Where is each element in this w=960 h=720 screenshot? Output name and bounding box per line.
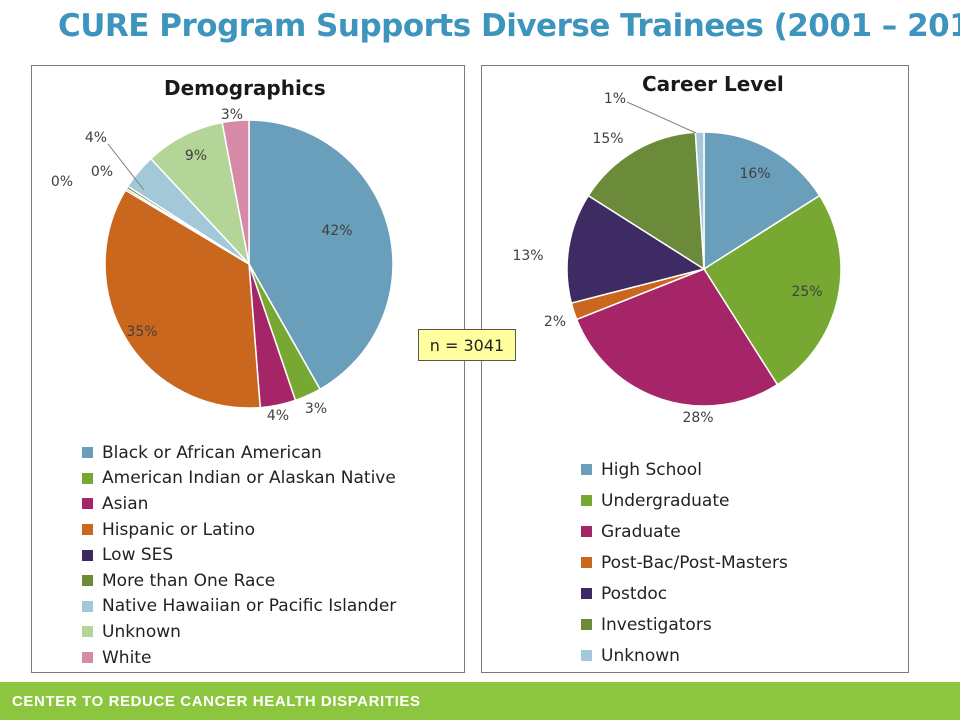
legend-label: High School bbox=[601, 459, 702, 480]
legend-item-low-ses: Low SES bbox=[82, 542, 396, 568]
legend-item-more-than-one-race: More than One Race bbox=[82, 568, 396, 594]
legend-item-graduate: Graduate bbox=[581, 516, 788, 547]
legend-swatch bbox=[82, 498, 93, 510]
pie-slice-graduate bbox=[575, 268, 779, 407]
chart-title-demographics: Demographics bbox=[164, 76, 326, 100]
legend-item-white: White bbox=[82, 645, 396, 671]
pie-slice-hispanic-or-latino bbox=[104, 189, 262, 409]
data-label-graduate: 28% bbox=[682, 410, 713, 426]
legend-item-post-bac-post-masters: Post-Bac/Post-Masters bbox=[581, 547, 788, 578]
data-label-low-ses: 0% bbox=[51, 174, 73, 190]
legend-swatch bbox=[581, 464, 592, 475]
legend-item-unknown: Unknown bbox=[82, 619, 396, 645]
legend-swatch bbox=[581, 619, 592, 630]
legend-swatch bbox=[581, 588, 592, 599]
data-label-post-bac-post-masters: 2% bbox=[544, 314, 566, 330]
legend-item-hispanic-or-latino: Hispanic or Latino bbox=[82, 517, 396, 543]
leader-line bbox=[107, 143, 145, 191]
data-label-asian: 4% bbox=[267, 408, 289, 424]
legend-label: Low SES bbox=[102, 545, 174, 566]
legend-item-undergraduate: Undergraduate bbox=[581, 485, 788, 516]
legend-item-investigators: Investigators bbox=[581, 609, 788, 640]
data-label-unknown: 1% bbox=[604, 91, 626, 107]
data-label-postdoc: 13% bbox=[512, 248, 543, 264]
data-label-investigators: 15% bbox=[592, 131, 623, 147]
legend-label: Asian bbox=[102, 493, 149, 514]
pie-slice-unknown bbox=[149, 121, 251, 267]
pie-slice-black-or-african-american bbox=[248, 119, 394, 391]
legend-item-black-or-african-american: Black or African American bbox=[82, 440, 396, 466]
legend-swatch bbox=[581, 557, 592, 568]
data-label-american-indian-or-alaskan-native: 3% bbox=[305, 401, 327, 417]
legend-item-postdoc: Postdoc bbox=[581, 578, 788, 609]
career-level-legend: High School Undergraduate Graduate Post-Bac… bbox=[581, 454, 788, 671]
chart-title-career-level: Career Level bbox=[642, 72, 784, 96]
data-label-hispanic-or-latino: 35% bbox=[126, 324, 157, 340]
legend-swatch bbox=[82, 575, 93, 587]
legend-label: White bbox=[102, 647, 152, 668]
legend-swatch bbox=[82, 600, 93, 612]
data-label-black-or-african-american: 42% bbox=[321, 223, 352, 239]
pie-slice-white bbox=[221, 119, 250, 265]
data-label-more-than-one-race: 0% bbox=[91, 164, 113, 180]
data-label-undergraduate: 25% bbox=[791, 284, 822, 300]
legend-swatch bbox=[82, 549, 93, 561]
legend-swatch bbox=[82, 524, 93, 536]
legend-swatch bbox=[581, 526, 592, 537]
legend-label: Native Hawaiian or Pacific Islander bbox=[102, 596, 397, 617]
legend-label: Post-Bac/Post-Masters bbox=[601, 552, 788, 573]
legend-swatch bbox=[82, 652, 93, 664]
legend-item-asian: Asian bbox=[82, 491, 396, 517]
legend-label: Unknown bbox=[601, 645, 680, 666]
legend-label: Hispanic or Latino bbox=[102, 519, 256, 540]
pie-slice-high-school bbox=[703, 131, 821, 271]
career-level-chart-panel: Career Level 16% 25% 28% 2% 13% 15% 1% High Sc… bbox=[481, 65, 909, 673]
sample-size-note: n = 3041 bbox=[418, 329, 516, 361]
legend-swatch bbox=[82, 626, 93, 638]
legend-label: Investigators bbox=[601, 614, 712, 635]
legend-item-unknown: Unknown bbox=[581, 640, 788, 671]
legend-label: Unknown bbox=[102, 621, 181, 642]
footer-label: CENTER TO REDUCE CANCER HEALTH DISPARITI… bbox=[12, 693, 421, 710]
career-level-pie: 16% 25% 28% 2% 13% 15% 1% bbox=[512, 91, 842, 426]
legend-item-native-hawaiian-or-pacific-islander: Native Hawaiian or Pacific Islander bbox=[82, 594, 396, 620]
legend-swatch bbox=[581, 495, 592, 506]
legend-swatch bbox=[82, 447, 93, 459]
demographics-pie: 42% 3% 4% 35% 0% 0% 4% 9% 3% bbox=[51, 107, 394, 424]
legend-label: More than One Race bbox=[102, 570, 276, 591]
demographics-legend: Black or African American American Indian… bbox=[82, 440, 396, 670]
pie-slice-investigators bbox=[587, 131, 705, 271]
slide-title: CURE Program Supports Diverse Trainees (… bbox=[58, 8, 960, 44]
leader-line bbox=[626, 101, 697, 134]
legend-label: Postdoc bbox=[601, 583, 668, 604]
legend-item-high-school: High School bbox=[581, 454, 788, 485]
data-label-unknown: 9% bbox=[185, 148, 207, 164]
data-label-high-school: 16% bbox=[739, 166, 770, 182]
legend-label: Graduate bbox=[601, 521, 681, 542]
data-label-white: 3% bbox=[221, 107, 243, 123]
pie-slice-postdoc bbox=[566, 194, 706, 304]
legend-label: Black or African American bbox=[102, 442, 322, 463]
legend-swatch bbox=[581, 650, 592, 661]
pie-slice-undergraduate bbox=[702, 194, 842, 386]
legend-label: Undergraduate bbox=[601, 490, 730, 511]
footer-bar: CENTER TO REDUCE CANCER HEALTH DISPARITI… bbox=[0, 682, 960, 720]
legend-swatch bbox=[82, 472, 93, 484]
legend-label: American Indian or Alaskan Native bbox=[102, 468, 396, 489]
legend-item-american-indian-or-alaskan-native: American Indian or Alaskan Native bbox=[82, 466, 396, 492]
data-label-native-hawaiian-or-pacific-islander: 4% bbox=[85, 130, 107, 146]
demographics-chart-panel: Demographics 42% 3% 4% 35% 0% 0% 4% 9% 3% Black … bbox=[31, 65, 465, 673]
